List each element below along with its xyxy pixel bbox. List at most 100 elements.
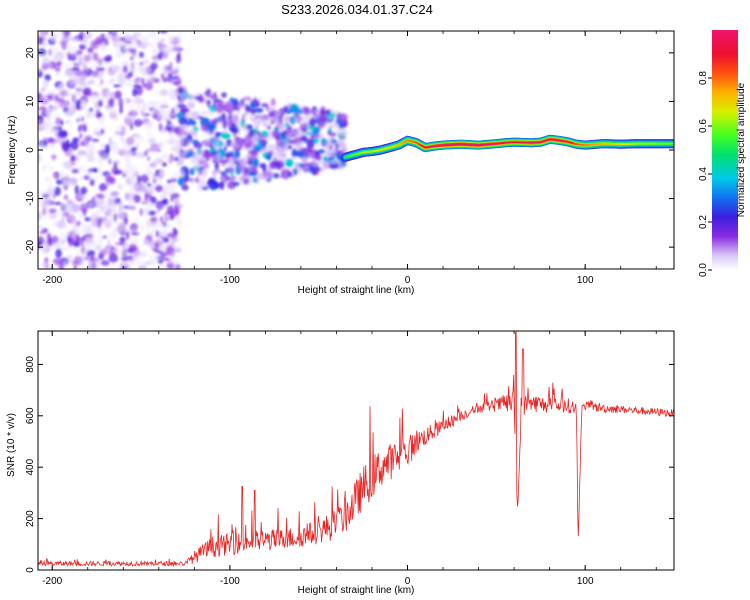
noise-blob bbox=[113, 161, 118, 169]
noise-blob bbox=[223, 119, 227, 130]
noise-blob bbox=[98, 183, 108, 192]
noise-blob bbox=[312, 159, 316, 167]
noise-blob bbox=[105, 248, 110, 253]
noise-blob bbox=[130, 147, 138, 151]
noise-blob bbox=[155, 254, 163, 261]
noise-blob bbox=[254, 107, 264, 113]
noise-blob bbox=[177, 221, 183, 229]
noise-blob bbox=[140, 223, 145, 233]
noise-blob bbox=[220, 171, 227, 175]
noise-blob bbox=[59, 246, 68, 251]
noise-blob bbox=[130, 40, 138, 50]
noise-blob bbox=[200, 124, 209, 132]
noise-blob bbox=[178, 169, 185, 179]
noise-blobs bbox=[38, 31, 349, 269]
noise-blob bbox=[213, 92, 217, 97]
noise-blob bbox=[230, 173, 234, 177]
noise-blob bbox=[227, 180, 236, 190]
noise-blob bbox=[83, 107, 91, 111]
noise-blob bbox=[204, 164, 209, 168]
noise-blob bbox=[65, 246, 74, 251]
noise-blob bbox=[171, 192, 180, 199]
noise-blob bbox=[139, 104, 148, 109]
noise-blob bbox=[104, 153, 110, 162]
noise-blob bbox=[178, 152, 184, 159]
noise-blob bbox=[140, 173, 149, 184]
noise-blob bbox=[284, 122, 289, 127]
noise-blob bbox=[129, 56, 134, 60]
noise-blob bbox=[303, 107, 312, 116]
noise-blob bbox=[214, 181, 221, 189]
noise-blob bbox=[323, 155, 328, 162]
noise-blob bbox=[160, 112, 166, 117]
noise-blob bbox=[162, 237, 170, 243]
noise-blob bbox=[47, 95, 53, 100]
noise-blob bbox=[121, 45, 129, 56]
noise-blob bbox=[133, 250, 143, 257]
noise-blob bbox=[284, 106, 288, 112]
noise-blob bbox=[135, 142, 140, 149]
colorbar-label: Normalized spectral amplitude bbox=[736, 82, 747, 217]
noise-blob bbox=[297, 131, 305, 137]
noise-blob bbox=[52, 154, 56, 162]
x-tick-label: -200 bbox=[42, 275, 62, 286]
noise-blob bbox=[110, 191, 119, 197]
noise-blob bbox=[114, 130, 124, 136]
noise-blob bbox=[161, 38, 165, 43]
noise-blob bbox=[69, 119, 73, 129]
noise-blob bbox=[73, 265, 77, 269]
noise-blob bbox=[319, 168, 325, 172]
noise-blob bbox=[47, 89, 56, 94]
noise-blob bbox=[115, 51, 123, 58]
noise-blob bbox=[104, 67, 109, 73]
noise-blob bbox=[61, 40, 67, 50]
noise-blob bbox=[57, 97, 65, 103]
noise-blob bbox=[63, 63, 69, 68]
noise-blob bbox=[67, 41, 72, 52]
noise-blob bbox=[72, 162, 76, 166]
noise-blob bbox=[202, 138, 212, 145]
noise-blob bbox=[56, 60, 62, 67]
noise-blob bbox=[45, 130, 54, 136]
noise-blob bbox=[54, 124, 59, 133]
noise-blob bbox=[288, 172, 293, 178]
noise-blob bbox=[151, 77, 156, 82]
noise-blob bbox=[155, 209, 160, 214]
noise-blob bbox=[212, 140, 221, 150]
noise-blob bbox=[61, 141, 71, 150]
noise-blob bbox=[96, 112, 103, 118]
noise-blob bbox=[154, 157, 163, 164]
noise-blob bbox=[155, 220, 163, 226]
noise-blob bbox=[129, 35, 138, 40]
noise-blob bbox=[54, 66, 61, 72]
noise-blob bbox=[110, 78, 115, 83]
noise-blob bbox=[40, 87, 46, 92]
noise-blob bbox=[186, 138, 191, 147]
noise-blob bbox=[132, 84, 142, 88]
noise-blob bbox=[142, 208, 151, 215]
noise-blob bbox=[130, 205, 137, 211]
noise-blob bbox=[114, 90, 122, 99]
noise-blob bbox=[69, 140, 79, 151]
noise-blob bbox=[130, 232, 140, 236]
spectrogram-x-label: Height of straight line (km) bbox=[298, 285, 415, 296]
noise-blob bbox=[199, 110, 209, 117]
noise-blob bbox=[72, 241, 81, 248]
noise-blob bbox=[167, 140, 177, 144]
noise-blob bbox=[113, 84, 122, 88]
colorbar-tick-label: 0.8 bbox=[698, 71, 709, 85]
noise-blob bbox=[206, 103, 212, 108]
noise-blob bbox=[98, 176, 105, 180]
noise-blob bbox=[98, 166, 103, 176]
noise-blob bbox=[317, 149, 326, 154]
noise-blob bbox=[148, 121, 152, 129]
noise-blob bbox=[263, 123, 273, 128]
noise-blob bbox=[190, 125, 197, 129]
noise-blob bbox=[200, 184, 209, 188]
noise-blob bbox=[63, 203, 73, 213]
noise-blob bbox=[155, 90, 160, 97]
noise-blob bbox=[223, 153, 234, 158]
noise-blob bbox=[74, 184, 79, 195]
y-tick-label: 600 bbox=[25, 407, 36, 424]
